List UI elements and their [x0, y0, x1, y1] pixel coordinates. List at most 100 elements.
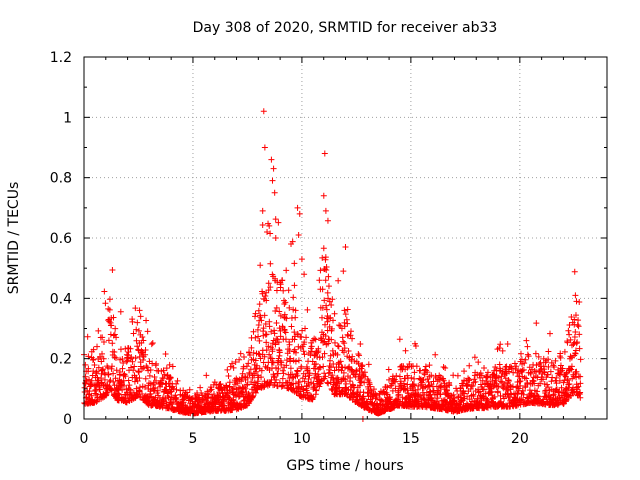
data-point [340, 338, 347, 345]
data-point [551, 364, 558, 371]
data-point [334, 351, 341, 358]
data-point [504, 390, 511, 397]
data-point [279, 367, 286, 374]
data-point [487, 381, 494, 388]
data-point [454, 372, 461, 379]
data-point [390, 377, 397, 384]
data-point [242, 385, 249, 392]
data-point [276, 349, 283, 356]
data-point [291, 329, 298, 336]
data-point [268, 355, 275, 362]
data-point [319, 354, 326, 361]
data-point [260, 384, 267, 391]
data-point [181, 395, 188, 402]
data-point [301, 271, 308, 278]
data-point [322, 207, 329, 214]
data-point [504, 340, 511, 347]
data-point [137, 313, 144, 320]
data-point [341, 307, 348, 314]
data-point [163, 365, 170, 372]
data-point [559, 365, 566, 372]
data-point [438, 382, 445, 389]
data-point [117, 308, 124, 315]
data-point [231, 392, 238, 399]
data-point [573, 368, 580, 375]
data-point [236, 356, 243, 363]
data-point [255, 350, 262, 357]
data-point [535, 393, 542, 400]
data-point [550, 391, 557, 398]
data-point [204, 388, 211, 395]
data-point [552, 357, 559, 364]
data-point [275, 339, 282, 346]
data-point [295, 357, 302, 364]
data-point [327, 357, 334, 364]
data-point [99, 366, 106, 373]
data-point [283, 267, 290, 274]
data-point [372, 395, 379, 402]
data-point [466, 376, 473, 383]
data-point [575, 323, 582, 330]
data-point [405, 390, 412, 397]
data-point [105, 337, 112, 344]
data-point [568, 363, 575, 370]
data-point [197, 384, 204, 391]
data-point [577, 380, 584, 387]
data-point [351, 358, 358, 365]
data-point [285, 287, 292, 294]
data-point [331, 339, 338, 346]
data-point [238, 389, 245, 396]
data-point [172, 396, 179, 403]
data-point [531, 367, 538, 374]
data-point [546, 330, 553, 337]
data-point [577, 394, 584, 401]
data-point [484, 369, 491, 376]
data-point [167, 374, 174, 381]
data-point [511, 360, 518, 367]
data-point [130, 367, 137, 374]
data-point [497, 341, 504, 348]
data-point [331, 367, 338, 374]
data-point [572, 328, 579, 335]
data-point [263, 289, 270, 296]
data-point [396, 336, 403, 343]
data-point [557, 354, 564, 361]
data-point [273, 320, 280, 327]
data-point [320, 339, 327, 346]
grid [84, 57, 607, 419]
data-point [325, 295, 332, 302]
data-point [266, 323, 273, 330]
data-point [321, 350, 328, 357]
data-point [560, 379, 567, 386]
x-tick-label: 10 [293, 431, 311, 447]
data-point [141, 384, 148, 391]
data-point [319, 286, 326, 293]
data-point [125, 355, 132, 362]
data-point [572, 312, 579, 319]
data-point [145, 367, 152, 374]
data-point [312, 360, 319, 367]
data-point [265, 280, 272, 287]
data-point [283, 357, 290, 364]
data-point [288, 323, 295, 330]
data-point [263, 331, 270, 338]
data-point [136, 307, 143, 314]
data-point [345, 348, 352, 355]
data-point [322, 277, 329, 284]
data-point [266, 351, 273, 358]
data-point [140, 356, 147, 363]
data-point [347, 386, 354, 393]
data-point [322, 373, 329, 380]
data-point [437, 391, 444, 398]
data-point [207, 387, 214, 394]
data-point [282, 329, 289, 336]
data-point [91, 362, 98, 369]
y-tick-label: 0.8 [50, 171, 72, 187]
data-point [127, 345, 134, 352]
data-point [230, 364, 237, 371]
y-tick-label: 0.4 [50, 291, 72, 307]
data-point [513, 402, 520, 409]
data-point [317, 267, 324, 274]
data-point [211, 379, 218, 386]
data-point [454, 387, 461, 394]
